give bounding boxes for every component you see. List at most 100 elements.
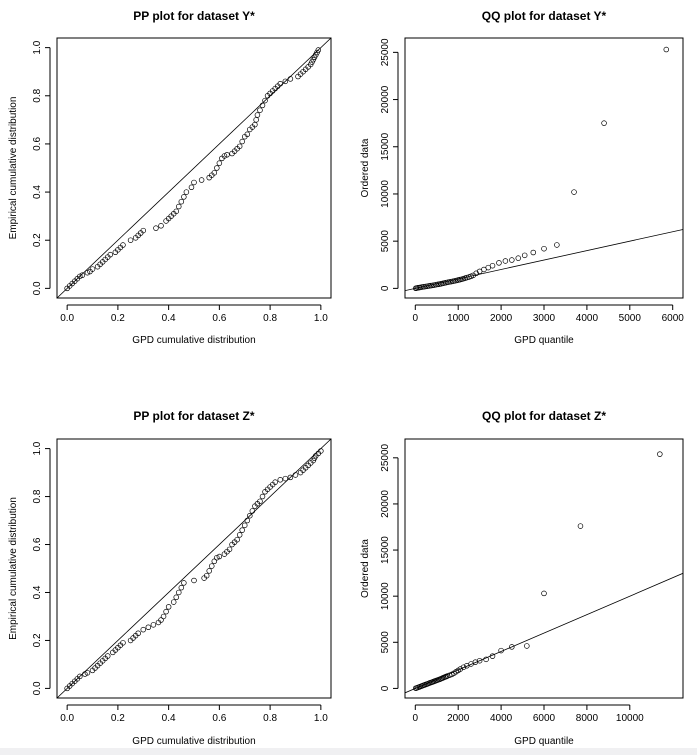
data-point <box>165 604 172 610</box>
x-tick-label: 6000 <box>662 313 685 324</box>
y-axis-label: Ordered data <box>360 138 371 197</box>
data-point <box>476 657 483 664</box>
y-tick-label: 0.0 <box>32 281 43 295</box>
x-tick-label: 0 <box>413 313 419 324</box>
data-point <box>457 666 464 672</box>
x-tick-label: 0.0 <box>60 713 74 724</box>
y-tick-label: 0.2 <box>32 233 43 247</box>
panel-pp-z: 0.0 0.2 0.4 0.6 0.8 1.0 0.0 0.2 0.4 0.6 0.8 1.0 PP p… <box>8 409 332 747</box>
data-point <box>191 577 197 584</box>
chart-title: PP plot for dataset Z* <box>133 409 254 423</box>
data-point <box>282 475 289 482</box>
data-point <box>502 258 509 264</box>
data-point <box>236 143 243 150</box>
panel-qq-z: 0 2000 4000 6000 8000 10000 0 5000 10000 15000 200… <box>360 409 684 747</box>
data-point <box>257 107 263 113</box>
data-point <box>183 189 190 195</box>
y-tick-label: 5000 <box>380 631 391 654</box>
y-axis-label: Empirical cumulative distribution <box>8 497 19 640</box>
x-tick-label: 4000 <box>490 713 513 724</box>
data-point <box>84 269 91 276</box>
x-axis-label: GPD quantile <box>514 736 574 747</box>
data-point <box>292 472 299 478</box>
data-point <box>211 558 218 565</box>
data-point <box>541 245 547 252</box>
y-tick-label: 0.6 <box>32 137 43 151</box>
chart-title: PP plot for dataset Y* <box>133 9 255 23</box>
data-point <box>234 536 240 543</box>
data-point <box>524 643 530 649</box>
y-tick-label: 15000 <box>380 536 391 564</box>
y-tick-label: 0.2 <box>32 633 43 647</box>
data-point <box>277 80 284 87</box>
x-tick-label: 6000 <box>533 713 556 724</box>
data-point <box>77 673 83 680</box>
data-point <box>253 117 259 123</box>
data-point <box>509 644 515 650</box>
data-point <box>170 599 177 605</box>
chart-title: QQ plot for dataset Y* <box>482 9 607 23</box>
data-point <box>188 184 195 191</box>
x-tick-label: 0.6 <box>212 713 226 724</box>
data-point <box>460 664 467 670</box>
data-point <box>173 208 179 215</box>
data-point <box>211 170 218 176</box>
data-point <box>489 262 496 269</box>
data-point <box>257 498 263 505</box>
y-tick-label: 15000 <box>380 132 391 160</box>
data-point <box>577 523 584 529</box>
y-tick-label: 25000 <box>380 38 391 66</box>
data-point <box>206 568 212 574</box>
y-tick-label: 1.0 <box>32 40 43 54</box>
data-point <box>198 177 205 183</box>
plot-box <box>404 438 684 699</box>
data-point <box>140 626 147 633</box>
data-point <box>601 120 607 126</box>
plot-box <box>404 37 684 299</box>
data-point <box>104 653 111 659</box>
data-point <box>287 76 294 82</box>
data-point <box>498 647 504 654</box>
data-point <box>571 189 577 195</box>
window-bottom-strip <box>0 748 697 755</box>
data-point <box>244 517 251 524</box>
data-point <box>82 671 88 677</box>
x-axis-label: GPD quantile <box>514 335 574 346</box>
data-point <box>226 546 233 553</box>
x-tick-label: 1.0 <box>314 313 328 324</box>
data-point <box>216 553 223 560</box>
data-point <box>160 613 167 620</box>
data-point <box>277 477 284 483</box>
y-tick-label: 20000 <box>380 490 391 518</box>
y-tick-label: 25000 <box>380 443 391 471</box>
data-point <box>236 532 243 538</box>
x-axis-label: GPD cumulative distribution <box>132 736 255 747</box>
data-point <box>241 522 248 529</box>
data-point <box>541 590 547 597</box>
data-point <box>214 165 220 171</box>
panel-qq-y: 0 1000 2000 3000 4000 5000 6000 0 5000 10000 15000… <box>360 9 684 346</box>
data-point <box>224 152 230 158</box>
y-tick-label: 20000 <box>380 85 391 113</box>
data-point <box>176 589 182 596</box>
data-point <box>521 252 528 259</box>
data-point <box>216 160 223 166</box>
data-point <box>254 112 261 118</box>
data-point <box>249 508 256 514</box>
data-point <box>150 622 157 628</box>
data-point <box>315 47 322 53</box>
data-point <box>221 153 228 159</box>
x-tick-label: 0 <box>413 713 419 724</box>
data-point <box>496 260 502 266</box>
data-point <box>554 242 560 248</box>
data-point <box>127 237 134 243</box>
data-point <box>140 227 147 234</box>
y-tick-label: 0.8 <box>32 489 43 503</box>
data-point <box>89 266 96 272</box>
data-point <box>153 225 159 231</box>
y-tick-label: 0 <box>380 285 391 291</box>
plot-box <box>56 438 332 699</box>
data-point <box>107 251 114 258</box>
y-axis-label: Empirical cumulative distribution <box>8 97 19 240</box>
data-point <box>203 572 210 579</box>
